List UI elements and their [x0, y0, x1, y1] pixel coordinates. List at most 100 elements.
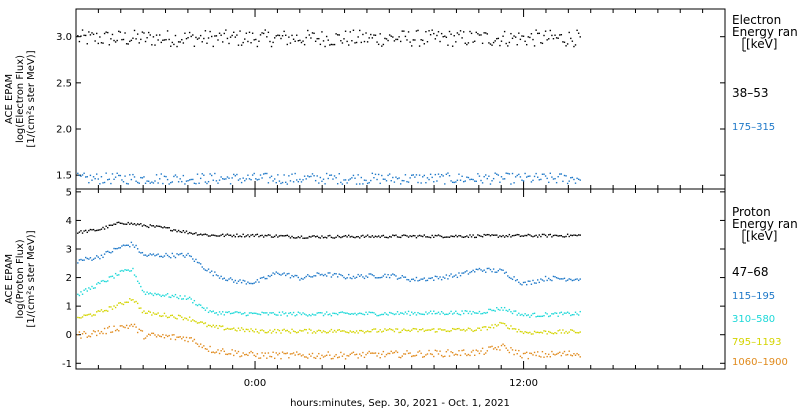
proton-data-point	[299, 279, 301, 281]
proton-data-point	[314, 332, 317, 334]
proton-data-point	[176, 296, 178, 299]
proton-data-point	[532, 354, 534, 356]
proton-data-point	[360, 235, 363, 237]
proton-data-point	[403, 234, 405, 236]
proton-data-point	[354, 332, 356, 334]
proton-data-point	[543, 356, 545, 358]
electron-data-point	[538, 179, 540, 181]
electron-data-point	[579, 179, 581, 181]
electron-data-point	[344, 30, 347, 32]
proton-data-point	[218, 235, 221, 237]
electron-data-point	[166, 30, 169, 32]
proton-data-point	[420, 352, 422, 355]
proton-data-point	[110, 224, 112, 226]
proton-data-point	[451, 313, 454, 315]
proton-data-point	[533, 330, 536, 333]
proton-data-point	[103, 309, 106, 312]
proton-data-point	[236, 330, 238, 332]
proton-data-point	[162, 294, 164, 297]
proton-data-point	[453, 235, 455, 238]
proton-data-point	[195, 320, 197, 323]
electron-data-point	[103, 32, 106, 35]
proton-data-point	[459, 235, 462, 237]
proton-data-point	[563, 332, 566, 334]
proton-data-point	[244, 330, 246, 333]
proton-data-point	[445, 274, 448, 276]
proton-data-point	[529, 316, 531, 318]
electron-data-point	[548, 181, 550, 184]
proton-data-point	[250, 234, 252, 236]
proton-data-point	[125, 324, 128, 327]
proton-data-point	[548, 330, 550, 333]
proton-data-point	[447, 236, 449, 238]
electron-data-point	[458, 173, 460, 175]
proton-data-point	[431, 277, 433, 279]
proton-data-point	[321, 312, 323, 314]
electron-data-point	[461, 37, 463, 39]
proton-data-point	[86, 336, 88, 338]
proton-data-point	[195, 342, 197, 344]
proton-data-point	[426, 279, 429, 282]
electron-data-point	[291, 34, 293, 37]
proton-data-point	[502, 269, 504, 271]
proton-data-point	[185, 298, 188, 300]
proton-data-point	[511, 349, 514, 351]
proton-data-point	[122, 270, 125, 272]
electron-data-point	[459, 30, 462, 32]
electron-data-point	[412, 39, 414, 41]
electron-data-point	[371, 37, 374, 39]
electron-data-point	[105, 172, 107, 174]
electron-data-point	[388, 34, 391, 36]
electron-data-point	[370, 33, 372, 36]
proton-data-point	[373, 275, 375, 277]
proton-data-point	[222, 311, 224, 313]
electron-data-point	[349, 31, 351, 33]
electron-data-point	[418, 174, 421, 176]
electron-data-point	[84, 34, 87, 37]
proton-data-point	[379, 276, 381, 279]
proton-data-point	[269, 234, 271, 236]
proton-data-point	[294, 237, 296, 239]
proton-data-point	[144, 254, 147, 256]
proton-data-point	[417, 280, 419, 282]
proton-data-point	[486, 267, 489, 270]
proton-data-point	[97, 281, 99, 284]
proton-data-point	[272, 272, 274, 274]
proton-data-point	[407, 352, 410, 355]
proton-data-point	[220, 275, 222, 278]
proton-data-point	[94, 257, 96, 259]
proton-data-point	[332, 237, 334, 239]
electron-data-point	[319, 43, 322, 46]
electron-data-point	[130, 39, 133, 42]
proton-data-point	[302, 330, 304, 332]
electron-data-point	[373, 34, 375, 36]
proton-data-point	[322, 330, 325, 332]
proton-data-point	[562, 329, 564, 331]
electron-data-point	[256, 179, 259, 181]
proton-data-point	[163, 295, 166, 297]
proton-data-point	[433, 355, 435, 358]
proton-data-point	[548, 234, 550, 236]
proton-data-point	[355, 314, 358, 316]
proton-data-point	[508, 308, 511, 311]
proton-data-point	[552, 234, 555, 237]
proton-data-point	[559, 351, 561, 354]
electron-data-point	[144, 182, 147, 184]
proton-data-point	[492, 234, 495, 236]
electron-data-point	[464, 42, 466, 44]
electron-data-point	[387, 174, 389, 177]
proton-data-point	[387, 314, 389, 316]
proton-data-point	[366, 313, 369, 315]
proton-data-point	[546, 355, 548, 358]
electron-data-point	[220, 176, 222, 178]
proton-data-point	[171, 314, 174, 316]
proton-ytick-label: 1	[66, 302, 72, 313]
proton-data-point	[540, 315, 542, 318]
proton-data-point	[204, 269, 207, 271]
proton-data-point	[303, 237, 306, 239]
electron-data-point	[78, 40, 81, 43]
proton-data-point	[333, 355, 336, 358]
proton-data-point	[387, 273, 389, 276]
proton-data-point	[404, 276, 407, 278]
proton-data-point	[524, 313, 526, 315]
